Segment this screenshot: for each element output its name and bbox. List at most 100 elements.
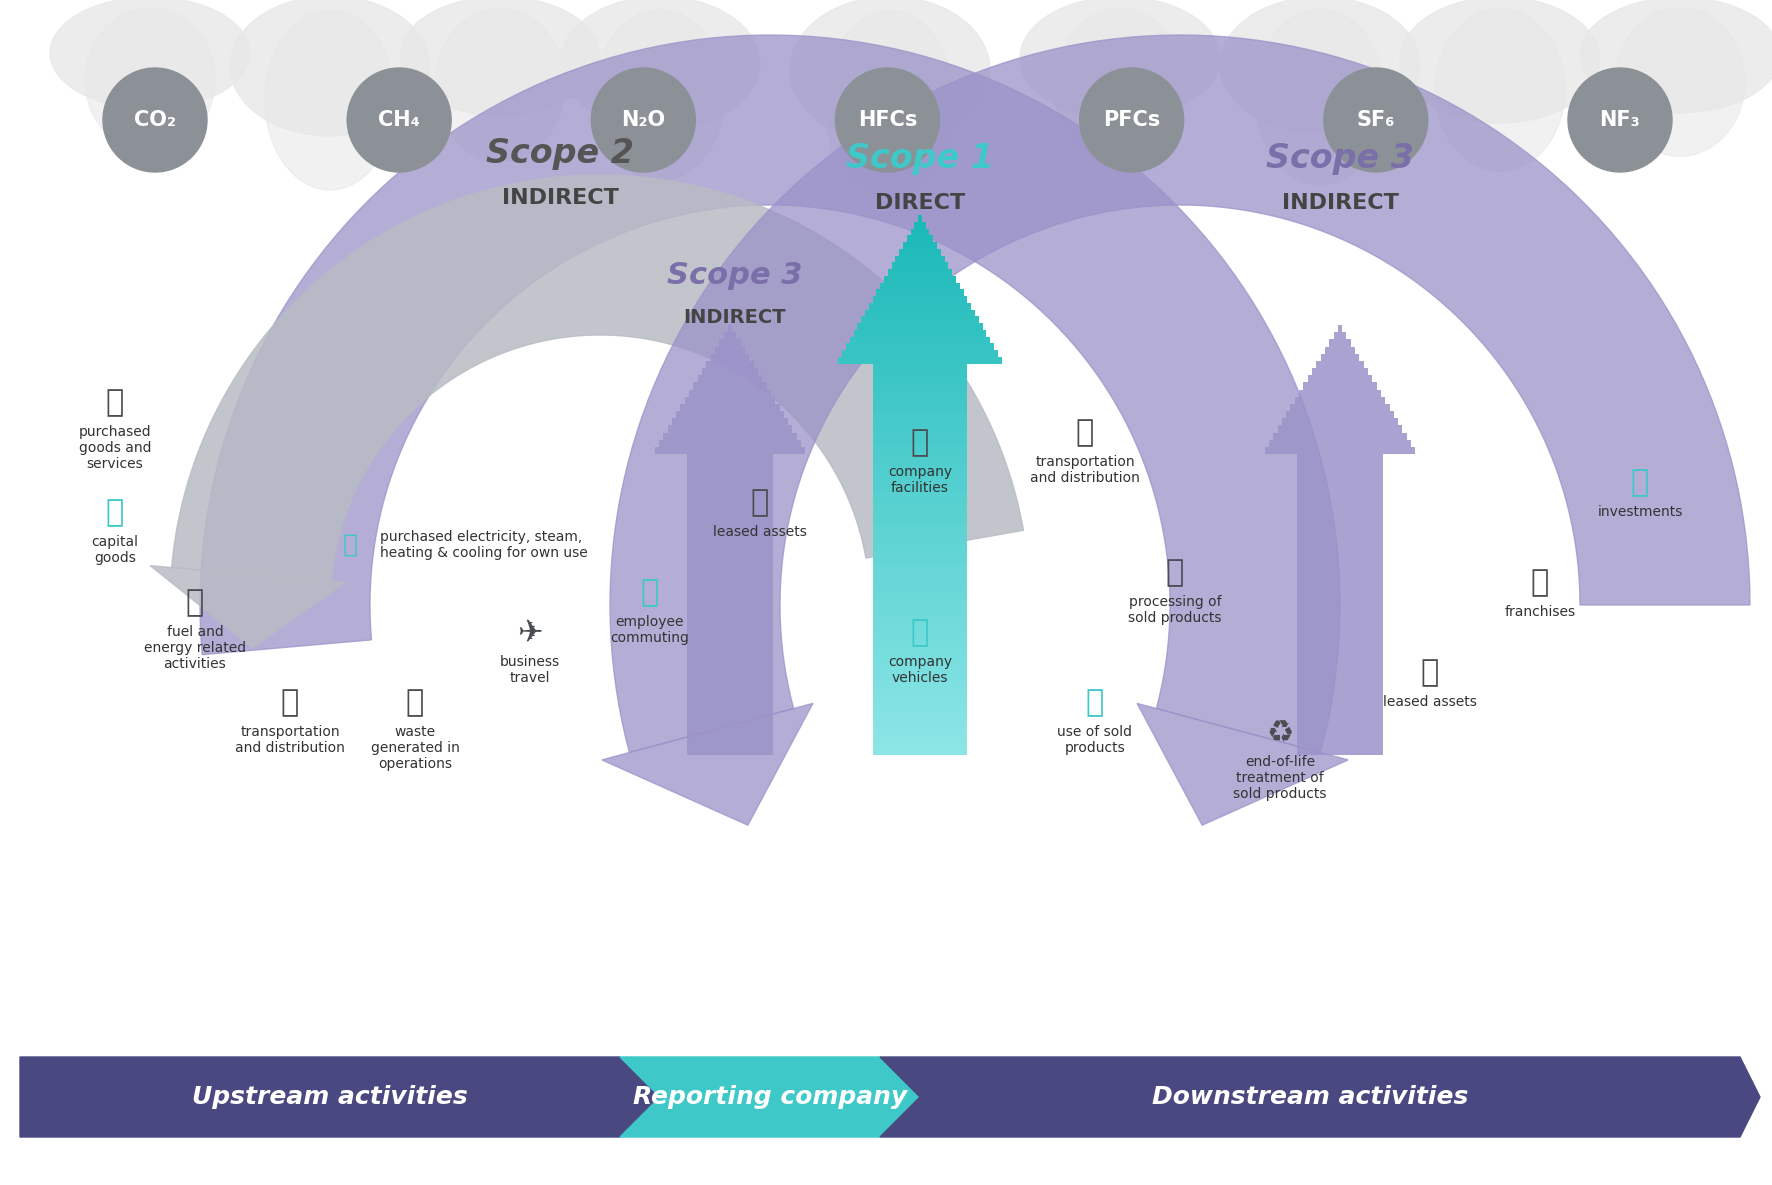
Bar: [874, 715, 968, 722]
Text: company
facilities: company facilities: [888, 465, 952, 495]
Bar: [874, 634, 968, 640]
Bar: [874, 680, 968, 687]
Text: franchises: franchises: [1504, 606, 1575, 619]
Text: leased assets: leased assets: [1384, 694, 1476, 709]
Circle shape: [836, 68, 939, 172]
Bar: [1297, 677, 1382, 684]
Bar: [1297, 654, 1382, 662]
Bar: [874, 722, 968, 728]
Bar: [874, 397, 968, 404]
Bar: [845, 344, 994, 350]
Bar: [865, 309, 975, 316]
Bar: [1329, 339, 1350, 346]
Bar: [874, 424, 968, 431]
Bar: [874, 592, 968, 600]
Bar: [663, 433, 797, 440]
Bar: [1297, 489, 1382, 497]
Bar: [711, 353, 750, 361]
Bar: [688, 698, 773, 705]
Text: Scope 1: Scope 1: [845, 142, 994, 175]
Bar: [874, 694, 968, 702]
Bar: [1297, 647, 1382, 654]
Text: use of sold
products: use of sold products: [1058, 725, 1132, 755]
Ellipse shape: [50, 0, 250, 109]
Bar: [874, 532, 968, 539]
Bar: [688, 691, 773, 698]
Bar: [688, 590, 773, 597]
Bar: [1297, 691, 1382, 698]
Bar: [1297, 512, 1382, 519]
Bar: [1297, 698, 1382, 705]
Text: HFCs: HFCs: [858, 110, 918, 130]
Bar: [1297, 670, 1382, 677]
Bar: [874, 620, 968, 627]
Bar: [688, 726, 773, 734]
Text: SF₆: SF₆: [1357, 110, 1395, 130]
Text: Upstream activities: Upstream activities: [191, 1085, 468, 1109]
Bar: [874, 505, 968, 512]
Text: 🚢: 🚢: [1076, 418, 1093, 448]
Bar: [1297, 734, 1382, 741]
Text: 🚚: 🚚: [911, 619, 929, 647]
Bar: [688, 719, 773, 726]
Bar: [874, 654, 968, 660]
Bar: [874, 479, 968, 485]
Bar: [874, 465, 968, 472]
Bar: [872, 296, 968, 302]
Ellipse shape: [1021, 0, 1219, 120]
Bar: [688, 626, 773, 633]
Bar: [1297, 662, 1382, 670]
Text: 🔌: 🔌: [342, 533, 358, 557]
Bar: [874, 728, 968, 735]
Ellipse shape: [1400, 0, 1600, 123]
Bar: [874, 579, 968, 587]
Bar: [1297, 705, 1382, 712]
Bar: [1297, 590, 1382, 597]
Bar: [907, 236, 934, 242]
Text: investments: investments: [1597, 505, 1683, 519]
Bar: [1297, 640, 1382, 647]
Polygon shape: [19, 1057, 659, 1136]
Bar: [688, 670, 773, 677]
Bar: [688, 569, 773, 576]
Ellipse shape: [1614, 8, 1745, 156]
Bar: [874, 546, 968, 552]
Bar: [874, 417, 968, 424]
Bar: [677, 411, 783, 418]
Bar: [898, 249, 941, 256]
Text: leased assets: leased assets: [712, 525, 806, 539]
Bar: [877, 289, 964, 296]
Bar: [688, 619, 773, 626]
Text: 💵: 💵: [1630, 468, 1650, 498]
Text: 🏪: 🏪: [1531, 569, 1549, 597]
Bar: [874, 600, 968, 607]
Bar: [702, 369, 758, 376]
Circle shape: [347, 68, 452, 172]
Bar: [688, 647, 773, 654]
Bar: [874, 364, 968, 370]
Bar: [688, 684, 773, 691]
Bar: [874, 607, 968, 614]
Bar: [874, 437, 968, 444]
Text: INDIRECT: INDIRECT: [501, 188, 618, 209]
Bar: [1297, 619, 1382, 626]
Bar: [874, 457, 968, 465]
Bar: [1297, 454, 1382, 461]
Bar: [659, 440, 801, 447]
Bar: [1297, 461, 1382, 468]
Bar: [688, 741, 773, 748]
Ellipse shape: [790, 0, 991, 143]
Text: fuel and
energy related
activities: fuel and energy related activities: [144, 624, 246, 672]
Ellipse shape: [434, 8, 565, 161]
Bar: [1295, 397, 1386, 404]
Text: transportation
and distribution: transportation and distribution: [1030, 455, 1139, 485]
Text: ✈: ✈: [517, 619, 542, 647]
Bar: [874, 411, 968, 417]
Bar: [1297, 519, 1382, 526]
Bar: [914, 222, 925, 229]
Polygon shape: [200, 36, 1340, 752]
Bar: [688, 712, 773, 719]
Bar: [874, 627, 968, 634]
Bar: [874, 687, 968, 694]
Bar: [874, 370, 968, 377]
